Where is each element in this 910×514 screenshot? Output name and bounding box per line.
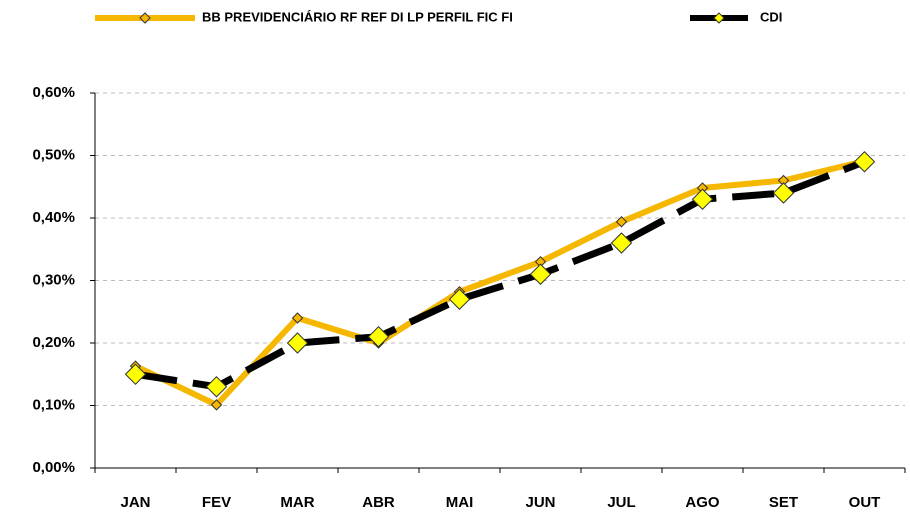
marker xyxy=(448,288,471,310)
x-tick-label: OUT xyxy=(849,494,881,511)
y-tick-label: 0,20% xyxy=(32,334,75,351)
marker xyxy=(529,263,552,285)
y-tick-label: 0,30% xyxy=(32,271,75,288)
legend-marker xyxy=(139,12,151,24)
x-tick-label: JUN xyxy=(525,494,555,511)
marker xyxy=(291,312,304,324)
x-tick-label: SET xyxy=(769,494,798,511)
x-tick-label: MAR xyxy=(280,494,314,511)
x-tick-label: MAI xyxy=(446,494,474,511)
marker xyxy=(853,151,876,173)
x-tick-label: JUL xyxy=(607,494,635,511)
marker xyxy=(286,332,309,354)
legend-label: CDI xyxy=(760,9,782,24)
marker xyxy=(124,363,147,385)
marker xyxy=(615,216,628,228)
marker xyxy=(610,232,633,254)
y-tick-label: 0,10% xyxy=(32,396,75,413)
y-tick-label: 0,00% xyxy=(32,459,75,476)
x-tick-label: FEV xyxy=(202,494,231,511)
marker xyxy=(205,376,228,398)
y-tick-label: 0,40% xyxy=(32,209,75,226)
y-tick-label: 0,60% xyxy=(32,84,75,101)
series-line xyxy=(134,158,866,391)
y-tick-label: 0,50% xyxy=(32,146,75,163)
marker xyxy=(691,188,714,210)
marker xyxy=(367,326,390,348)
x-tick-label: JAN xyxy=(120,494,150,511)
legend-label: BB PREVIDENCIÁRIO RF REF DI LP PERFIL FI… xyxy=(202,9,513,24)
marker xyxy=(772,182,795,204)
x-tick-label: AGO xyxy=(685,494,720,511)
x-tick-label: ABR xyxy=(362,494,395,511)
marker xyxy=(210,399,223,411)
legend-marker xyxy=(713,12,725,24)
